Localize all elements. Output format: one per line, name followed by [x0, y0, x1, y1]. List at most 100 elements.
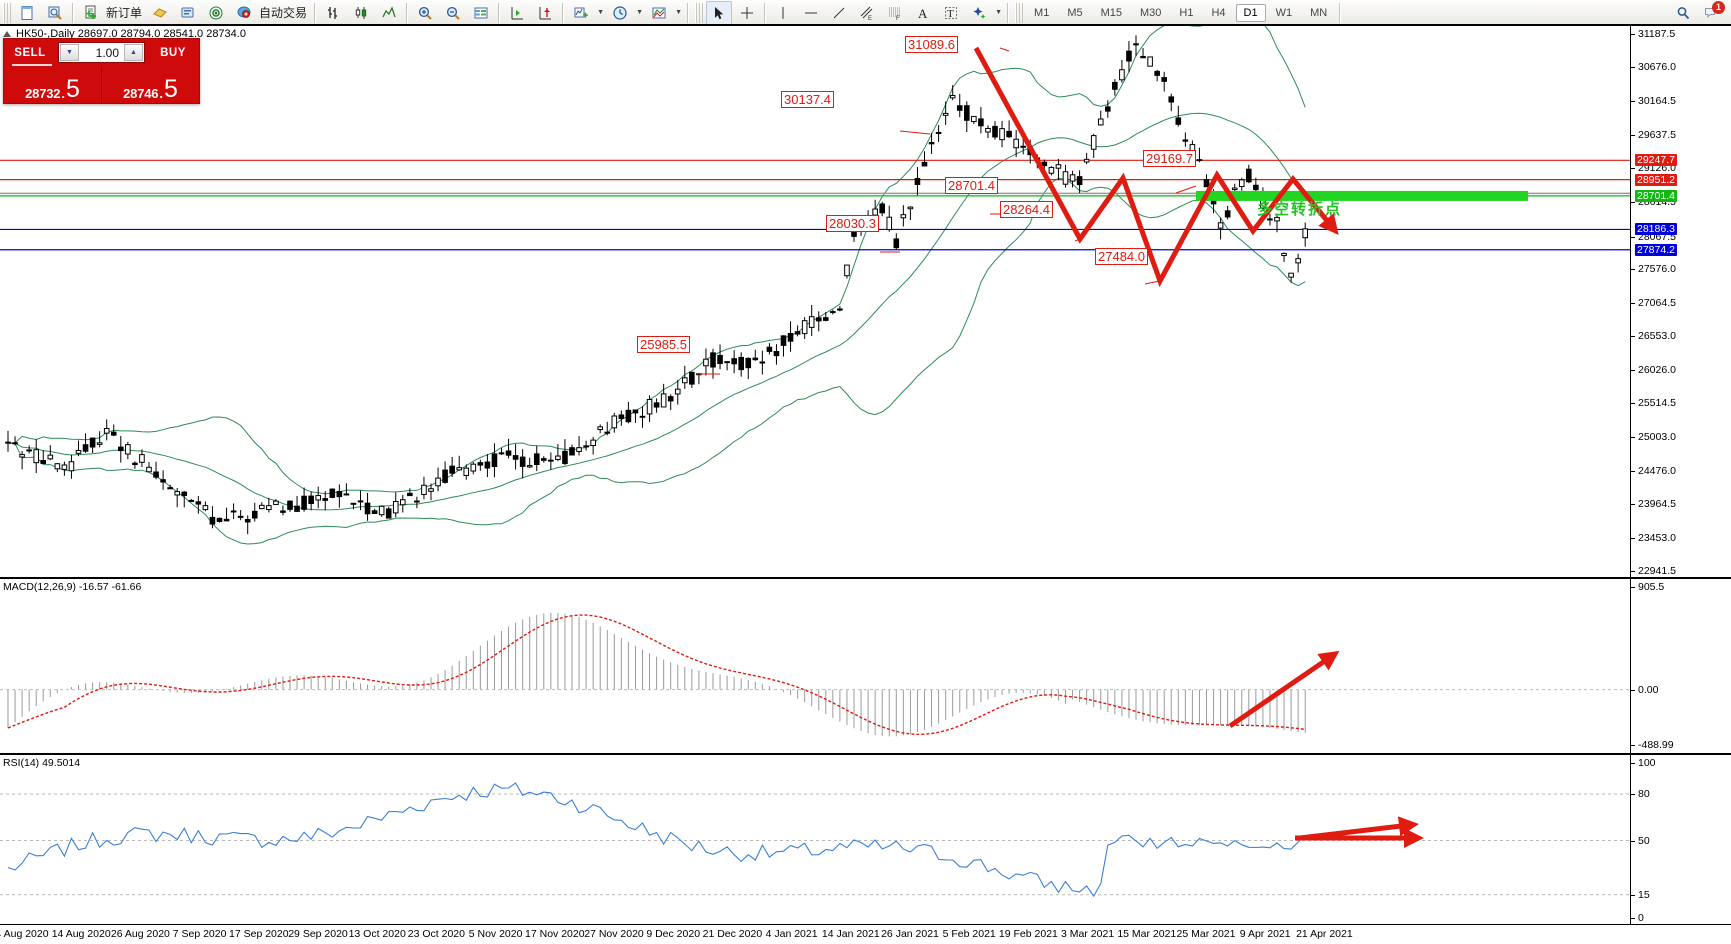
macd-tick: [1631, 689, 1635, 691]
search-icon[interactable]: [1670, 1, 1696, 25]
text-box-button[interactable]: T: [938, 1, 964, 25]
bar-chart-button[interactable]: [320, 1, 346, 25]
alerts-icon[interactable]: 1: [1698, 0, 1725, 25]
macd-pane[interactable]: MACD(12,26,9) -16.57 -61.66 905.5 0.00 -48…: [0, 577, 1731, 753]
shapes-button[interactable]: [966, 1, 992, 25]
price-level-label-3[interactable]: 28186.3: [1635, 223, 1677, 236]
time-tick-label: 3 Mar 2021: [1061, 928, 1115, 940]
rsi-pane[interactable]: RSI(14) 49.5014 100 80 50 15 0: [0, 753, 1731, 925]
zoom-in-button[interactable]: [412, 1, 438, 25]
periods-dropdown-caret[interactable]: ▼: [636, 9, 643, 16]
templates-dropdown-caret[interactable]: ▼: [675, 9, 682, 16]
rsi-tick: [1631, 840, 1635, 842]
new-chart-button[interactable]: [14, 1, 40, 25]
price-plot-area[interactable]: [0, 26, 1630, 577]
buy-price[interactable]: 28746 . 5: [102, 66, 199, 103]
shapes-dropdown-caret[interactable]: ▼: [995, 9, 1002, 16]
price-pane[interactable]: 31187.530676.030164.529637.529126.028614…: [0, 24, 1731, 577]
timeframe-d1[interactable]: D1: [1235, 3, 1266, 22]
new-order-icon[interactable]: [78, 1, 104, 25]
price-tick: [1631, 269, 1635, 271]
fibonacci-button[interactable]: F: [882, 1, 908, 25]
auto-trading-icon[interactable]: [231, 1, 257, 25]
timeframe-m30[interactable]: M30: [1140, 6, 1162, 19]
zoom-out-button[interactable]: [440, 1, 466, 25]
collapse-triangle-icon[interactable]: [3, 30, 11, 37]
auto-trading-label[interactable]: 自动交易: [259, 6, 308, 20]
price-annotation-31089.6[interactable]: 31089.6: [905, 36, 958, 53]
market-watch-button[interactable]: [175, 1, 201, 25]
price-tick: [1631, 302, 1635, 304]
volume-value[interactable]: 1.00: [95, 45, 119, 60]
price-level-label-4[interactable]: 27874.2: [1635, 243, 1677, 256]
timeframe-h1[interactable]: H1: [1179, 6, 1194, 19]
toolbar-right-group: 1: [1669, 0, 1731, 25]
timeframe-h4[interactable]: H4: [1211, 6, 1226, 19]
price-annotation-30137.4[interactable]: 30137.4: [781, 91, 834, 108]
indicators-dropdown-caret[interactable]: ▼: [597, 9, 604, 16]
price-annotation-28030.3[interactable]: 28030.3: [826, 215, 879, 232]
timeframe-mn[interactable]: MN: [1310, 6, 1328, 19]
svg-text:F: F: [896, 16, 900, 21]
periods-button[interactable]: [607, 1, 633, 25]
timeframe-m15[interactable]: M15: [1100, 6, 1122, 19]
vertical-line-button[interactable]: [770, 1, 796, 25]
volume-increase-button[interactable]: ▲: [124, 44, 143, 61]
time-tick-label: 15 Mar 2021: [1117, 928, 1177, 940]
macd-label: MACD(12,26,9) -16.57 -61.66: [3, 581, 142, 593]
text-label-button[interactable]: A: [910, 1, 936, 25]
rsi-plot-area[interactable]: [0, 755, 1630, 925]
horizontal-line-button[interactable]: [798, 1, 824, 25]
price-annotation-28701.4[interactable]: 28701.4: [945, 177, 998, 194]
crosshair-button[interactable]: [734, 1, 760, 25]
toolbar-grip[interactable]: [3, 2, 11, 23]
time-tick-label: 14 Jan 2021: [821, 928, 880, 940]
svg-text:A: A: [918, 6, 928, 21]
line-chart-button[interactable]: [376, 1, 402, 25]
trendline-button[interactable]: [826, 1, 852, 25]
price-scale[interactable]: 31187.530676.030164.529637.529126.028614…: [1630, 26, 1731, 577]
templates-button[interactable]: [646, 1, 672, 25]
time-tick-label: 25 Mar 2021: [1176, 928, 1236, 940]
auto-scroll-button[interactable]: [504, 1, 530, 25]
buy-price-separator: .: [159, 86, 163, 101]
timeframe-m1[interactable]: M1: [1034, 6, 1050, 19]
new-order-label[interactable]: 新订单: [106, 6, 143, 20]
toolbar-separator: [72, 2, 74, 23]
price-annotation-27484.0[interactable]: 27484.0: [1095, 248, 1148, 265]
toolbar-grip-2[interactable]: [695, 2, 704, 23]
chart-shift-button[interactable]: [532, 1, 558, 25]
main-toolbar: 新订单 自动交易: [0, 0, 1731, 26]
price-level-label-2[interactable]: 28701.4: [1635, 189, 1677, 202]
time-tick-label: 9 Dec 2020: [646, 928, 701, 940]
navigator-button[interactable]: [203, 1, 229, 25]
time-axis[interactable]: 4 Aug 2020 14 Aug 2020 26 Aug 2020 7 Sep 20…: [0, 924, 1731, 944]
profiles-button[interactable]: [42, 1, 68, 25]
macd-plot-area[interactable]: [0, 579, 1630, 753]
sell-button[interactable]: SELL: [14, 46, 46, 59]
data-window-button[interactable]: [468, 1, 494, 25]
time-tick-label: 21 Apr 2021: [1296, 928, 1353, 940]
macd-tick-label: -488.99: [1638, 739, 1674, 751]
equidistant-channel-button[interactable]: E: [854, 1, 880, 25]
timeframe-w1[interactable]: W1: [1275, 6, 1293, 19]
buy-button[interactable]: BUY: [160, 46, 186, 59]
price-tick-label: 31187.5: [1638, 28, 1676, 40]
price-annotation-28264.4[interactable]: 28264.4: [1000, 201, 1053, 218]
price-annotation-29169.7[interactable]: 29169.7: [1143, 150, 1196, 167]
price-annotation-25985.5[interactable]: 25985.5: [637, 336, 690, 353]
cursor-button[interactable]: [706, 0, 733, 25]
price-level-label-1[interactable]: 28951.2: [1635, 173, 1677, 186]
time-tick-label: 14 Aug 2020: [51, 928, 111, 940]
toolbar-grip-3[interactable]: [1015, 2, 1024, 23]
candlestick-chart-button[interactable]: [348, 1, 374, 25]
expert-advisors-button[interactable]: [147, 1, 173, 25]
sell-price[interactable]: 28732 . 5: [4, 66, 102, 103]
volume-stepper[interactable]: ▼ 1.00 ▲: [58, 42, 145, 63]
indicators-button[interactable]: [568, 1, 594, 25]
svg-text:T: T: [947, 8, 954, 20]
price-level-label-0[interactable]: 29247.7: [1635, 154, 1677, 167]
volume-decrease-button[interactable]: ▼: [60, 44, 79, 61]
timeframe-m5[interactable]: M5: [1067, 6, 1083, 19]
rsi-chart-svg: [0, 782, 1630, 898]
